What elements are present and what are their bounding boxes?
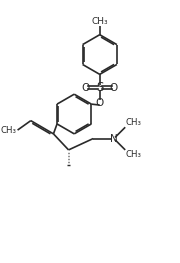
Text: CH₃: CH₃ xyxy=(91,17,108,26)
Text: CH₃: CH₃ xyxy=(1,126,17,135)
Text: O: O xyxy=(110,83,118,93)
Text: CH₃: CH₃ xyxy=(126,118,142,127)
Text: O: O xyxy=(96,98,104,108)
Text: N: N xyxy=(110,134,118,144)
Text: CH₃: CH₃ xyxy=(126,150,142,159)
Text: O: O xyxy=(81,83,90,93)
Text: S: S xyxy=(96,81,103,94)
